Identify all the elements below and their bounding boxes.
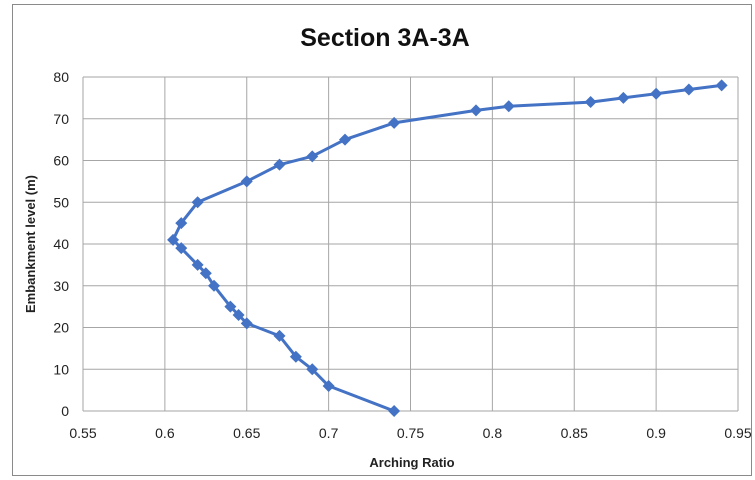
data-point-marker <box>584 96 597 109</box>
x-axis-label: Arching Ratio <box>369 455 454 470</box>
data-point-marker <box>388 116 401 129</box>
data-point-marker <box>617 91 630 104</box>
data-point-marker <box>306 363 319 376</box>
data-point-marker <box>289 350 302 363</box>
y-tick-label: 80 <box>53 69 69 85</box>
data-point-marker <box>167 233 180 246</box>
x-tick-label: 0.7 <box>319 425 339 441</box>
x-tick-label: 0.85 <box>561 425 588 441</box>
data-point-marker <box>175 217 188 230</box>
data-point-marker <box>650 87 663 100</box>
x-tick-label: 0.55 <box>69 425 96 441</box>
data-point-marker <box>388 405 401 417</box>
x-tick-label: 0.9 <box>646 425 666 441</box>
x-tick-label: 0.65 <box>233 425 260 441</box>
y-axis-label: Embankment level (m) <box>23 175 38 313</box>
data-point-marker <box>322 379 335 392</box>
data-point-marker <box>715 79 728 92</box>
data-point-marker <box>682 83 695 96</box>
data-point-marker <box>273 329 286 342</box>
data-point-marker <box>339 133 351 146</box>
x-tick-label: 0.95 <box>724 425 751 441</box>
x-tick-labels: 0.55 0.6 0.65 0.7 0.75 0.8 0.85 0.9 0.95 <box>69 425 751 441</box>
data-point-marker <box>224 300 237 313</box>
grid-lines <box>82 76 739 412</box>
data-point-marker <box>191 196 204 209</box>
y-tick-labels: 0 10 20 30 40 50 60 70 80 <box>53 69 69 419</box>
series-markers <box>167 79 728 417</box>
y-tick-label: 70 <box>53 111 69 127</box>
y-tick-label: 10 <box>53 361 69 377</box>
y-tick-label: 60 <box>53 153 69 169</box>
chart-frame <box>12 4 752 476</box>
x-tick-label: 0.75 <box>397 425 424 441</box>
y-tick-label: 50 <box>53 194 69 210</box>
data-point-marker <box>199 267 212 280</box>
data-point-marker <box>273 158 286 171</box>
data-point-marker <box>470 104 482 117</box>
x-tick-label: 0.8 <box>483 425 503 441</box>
series-line <box>171 83 722 413</box>
y-tick-label: 20 <box>53 320 69 336</box>
chart-title: Section 3A-3A <box>300 24 469 52</box>
data-point-marker <box>191 258 204 271</box>
data-point-marker <box>240 175 253 188</box>
data-point-marker <box>208 279 220 292</box>
data-point-marker <box>240 317 253 330</box>
data-point-marker <box>175 242 188 255</box>
y-tick-label: 40 <box>53 236 69 252</box>
x-tick-label: 0.6 <box>155 425 175 441</box>
data-point-marker <box>306 150 319 163</box>
y-tick-label: 0 <box>61 403 69 419</box>
y-tick-label: 30 <box>53 278 69 294</box>
data-point-marker <box>502 100 515 113</box>
data-point-marker <box>232 308 245 321</box>
